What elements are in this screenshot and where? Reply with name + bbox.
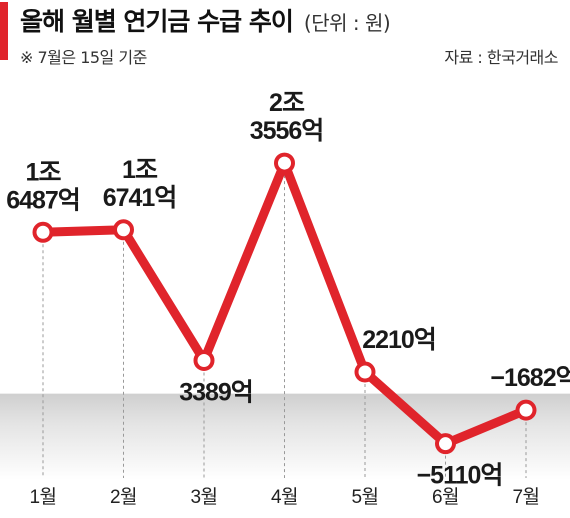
- data-point: [274, 152, 295, 174]
- data-point: [515, 399, 537, 421]
- data-label: 1조: [122, 156, 158, 184]
- unit-label: (단위 : 원): [303, 11, 391, 35]
- data-point: [113, 219, 134, 241]
- x-tick-label: 5월: [351, 486, 378, 508]
- data-label: −1682억: [490, 364, 570, 392]
- data-label: −5110억: [417, 462, 503, 490]
- title-row: 올해 월별 연기금 수급 추이 (단위 : 원): [20, 2, 391, 38]
- data-label: 3389억: [179, 378, 253, 406]
- data-point: [193, 349, 215, 371]
- chart-title: 올해 월별 연기금 수급 추이: [20, 7, 294, 36]
- data-point: [32, 221, 54, 243]
- x-tick-label: 3월: [190, 486, 217, 508]
- data-label: 6487억: [6, 186, 80, 214]
- footnote: ※ 7월은 15일 기준: [20, 48, 147, 67]
- x-tick-label: 6월: [432, 486, 459, 508]
- data-point: [354, 361, 376, 383]
- data-label: 6741억: [103, 184, 177, 212]
- x-tick-label: 4월: [271, 486, 298, 508]
- accent-bar: [0, 2, 8, 60]
- data-point: [435, 433, 456, 455]
- x-tick-label: 7월: [512, 486, 539, 508]
- x-tick-label: 2월: [110, 486, 137, 508]
- data-label: 3556억: [250, 117, 324, 145]
- data-label: 2210억: [362, 326, 436, 354]
- x-tick-label: 1월: [29, 486, 56, 508]
- data-label: 2조: [269, 89, 305, 117]
- source-label: 자료 : 한국거래소: [444, 48, 558, 67]
- data-label: 1조: [26, 158, 62, 186]
